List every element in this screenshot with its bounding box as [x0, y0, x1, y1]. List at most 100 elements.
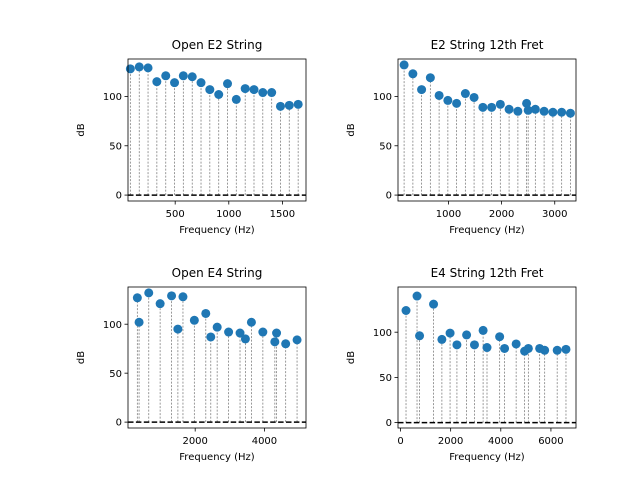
data-point [415, 331, 425, 341]
chart-title: Open E2 String [172, 38, 263, 52]
subplot-4: 0 2000 4000 6000 0 50 100 E4 String 12th Fret Fr… [346, 266, 577, 463]
data-point [434, 90, 444, 100]
x-tick-label: 500 [166, 209, 185, 220]
data-point [224, 327, 234, 337]
data-point [196, 78, 206, 88]
data-point [189, 315, 199, 325]
data-point [240, 84, 250, 94]
data-point [272, 328, 282, 338]
x-tick-label: 2000 [489, 209, 514, 220]
y-tick-label: 50 [379, 373, 392, 384]
data-point [293, 99, 303, 109]
y-tick-label: 50 [109, 369, 122, 380]
data-point [258, 327, 268, 337]
x-axis-label: Frequency (Hz) [179, 225, 255, 236]
data-point [173, 324, 183, 334]
data-point [412, 291, 422, 301]
data-point [425, 73, 435, 83]
x-tick-label: 6000 [538, 436, 563, 447]
y-tick-label: 100 [103, 92, 122, 103]
data-point [240, 334, 250, 344]
x-tick-label: 1000 [216, 209, 241, 220]
data-point [539, 106, 549, 116]
data-point [152, 77, 162, 87]
data-point [214, 90, 224, 99]
y-tick-label: 0 [386, 191, 392, 202]
y-tick-label: 100 [373, 92, 392, 103]
data-point [284, 100, 294, 110]
data-point [523, 343, 533, 353]
data-point [155, 299, 165, 309]
axes-frame [127, 286, 307, 429]
data-point [452, 340, 462, 350]
x-tick-label: 2000 [182, 436, 207, 447]
x-tick-label: 1000 [436, 209, 461, 220]
subplot-2: 1000 2000 3000 0 50 100 E2 String 12th Fret Fre… [346, 38, 577, 236]
subplot-3: 2000 4000 0 50 100 Open E4 String Frequency (H… [76, 266, 307, 463]
data-point [134, 317, 144, 327]
data-point [205, 85, 215, 95]
data-point [187, 72, 197, 82]
data-point [235, 328, 245, 338]
y-tick-label: 50 [109, 141, 122, 152]
data-point [132, 293, 142, 303]
data-point [429, 299, 439, 309]
data-point [460, 89, 470, 99]
data-point [530, 104, 540, 114]
data-point [548, 107, 558, 117]
y-axis-label: dB [346, 351, 357, 364]
data-point [401, 306, 411, 315]
data-point [417, 85, 427, 95]
data-point [125, 64, 135, 74]
data-point [478, 102, 488, 112]
data-point [462, 330, 472, 340]
x-tick-label: 2000 [438, 436, 463, 447]
data-point [445, 328, 455, 338]
chart-title: E2 String 12th Fret [431, 38, 544, 52]
data-point [201, 308, 211, 318]
x-axis-label: Frequency (Hz) [449, 452, 525, 463]
x-tick-label: 0 [397, 436, 403, 447]
x-tick-label: 4000 [488, 436, 513, 447]
data-point [249, 85, 259, 95]
x-tick-label: 3000 [542, 209, 567, 220]
chart-title: Open E4 String [172, 266, 263, 280]
data-point [178, 71, 188, 81]
data-point [500, 343, 510, 353]
subplot-1: 500 1000 1500 0 50 100 Open E2 String Frequency… [76, 38, 307, 236]
data-point [504, 104, 514, 114]
y-tick-label: 100 [103, 320, 122, 331]
data-point [258, 88, 268, 98]
x-tick-label: 4000 [252, 436, 277, 447]
data-point [552, 345, 562, 355]
data-point [478, 325, 488, 335]
axes-frame [397, 58, 577, 202]
data-point [161, 71, 171, 81]
data-point [469, 340, 479, 350]
data-point [144, 288, 154, 298]
data-point [167, 291, 177, 301]
data-point [469, 92, 479, 102]
y-axis-label: dB [76, 351, 87, 364]
axes-frame [127, 58, 307, 202]
data-point [178, 292, 188, 302]
data-point [561, 344, 571, 354]
data-point [267, 88, 277, 98]
data-point [292, 335, 302, 345]
x-tick-label: 1500 [270, 209, 295, 220]
y-axis-label: dB [346, 123, 357, 136]
data-point [206, 332, 216, 342]
data-point [399, 60, 409, 70]
data-point [522, 98, 532, 108]
data-point [443, 95, 453, 105]
data-point [495, 332, 505, 342]
data-point [212, 322, 222, 332]
data-point [408, 69, 418, 79]
y-tick-label: 100 [373, 328, 392, 339]
data-point [281, 339, 291, 349]
chart-title: E4 String 12th Fret [431, 266, 544, 280]
data-point [246, 317, 256, 327]
data-point [231, 94, 241, 104]
y-axis-label: dB [76, 123, 87, 136]
